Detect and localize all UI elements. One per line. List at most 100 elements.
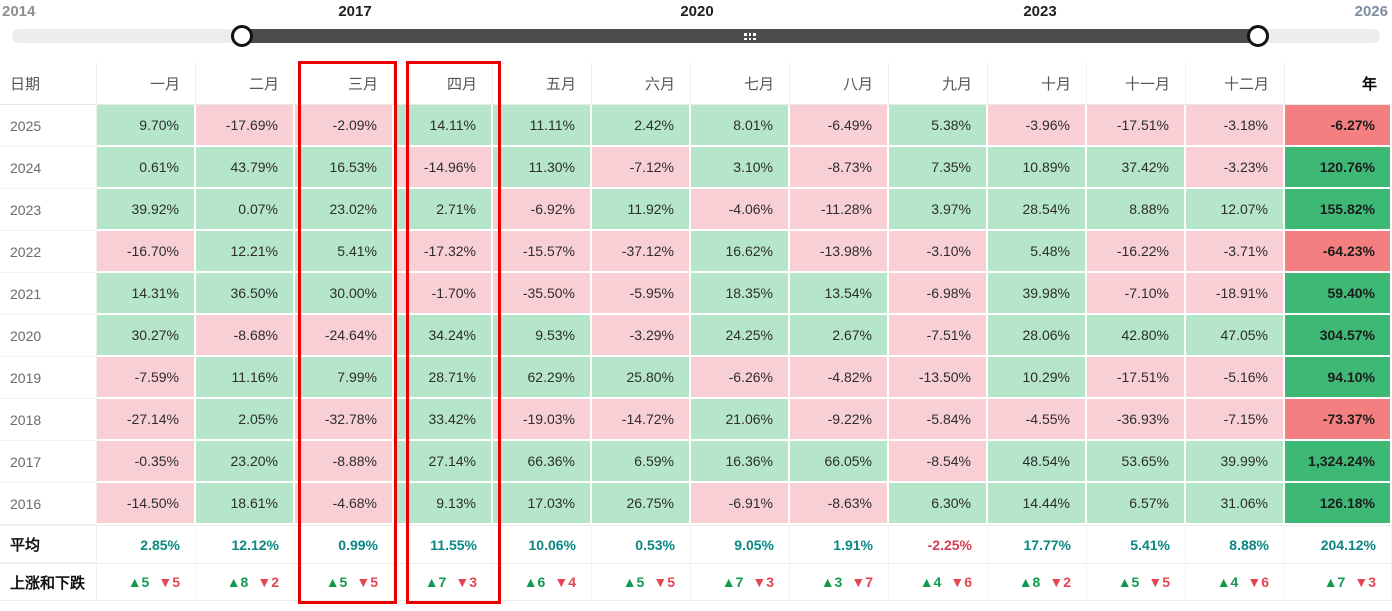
updown-cell-m11-down-arrow: ▼5 (1148, 574, 1170, 590)
cell-2024-m9: 7.35% (889, 147, 988, 189)
updown-cell-m9: ▲4 ▼6 (889, 563, 988, 601)
row-label-2021: 2021 (0, 273, 97, 315)
cell-2022-m5: -15.57% (493, 231, 592, 273)
cell-2019-m3: 7.99% (295, 357, 394, 399)
updown-cell-m10-down-arrow: ▼2 (1049, 574, 1071, 590)
cell-2022-m6: -37.12% (592, 231, 691, 273)
updown-cell-m3-up-arrow: ▲5 (325, 574, 348, 590)
updown-cell-m4-down-arrow: ▼3 (455, 574, 477, 590)
cell-2025-m1: 9.70% (97, 105, 196, 147)
cell-2025-m4: 14.11% (394, 105, 493, 147)
cell-2017-m5: 66.36% (493, 441, 592, 483)
row-label-2020: 2020 (0, 315, 97, 357)
cell-2017-m11: 53.65% (1087, 441, 1186, 483)
cell-2025-m12: -3.18% (1186, 105, 1285, 147)
cell-2023-m3: 23.02% (295, 189, 394, 231)
updown-cell-m2-up-arrow: ▲8 (226, 574, 249, 590)
header-六月: 六月 (592, 63, 691, 105)
cell-2016-m4: 9.13% (394, 483, 493, 525)
cell-2022-m2: 12.21% (196, 231, 295, 273)
updown-cell-m8-down-arrow: ▼7 (851, 574, 873, 590)
updown-cell-m1-up-arrow: ▲5 (127, 574, 150, 590)
average-cell-m1: 2.85% (97, 525, 196, 563)
average-row: 平均 2.85% 12.12% 0.99% 11.55% 10.06% 0.53% 9.05%… (0, 525, 1392, 563)
cell-2025-m3: -2.09% (295, 105, 394, 147)
year-cell-2018: -73.37% (1285, 399, 1392, 441)
cell-2024-m1: 0.61% (97, 147, 196, 189)
updown-cell-m6-down-arrow: ▼5 (653, 574, 675, 590)
cell-2020-m9: -7.51% (889, 315, 988, 357)
timeline-selected-range[interactable] (242, 29, 1258, 43)
cell-2018-m6: -14.72% (592, 399, 691, 441)
cell-2020-m8: 2.67% (790, 315, 889, 357)
average-cell-m6: 0.53% (592, 525, 691, 563)
slider-handle-right[interactable] (1247, 25, 1269, 47)
cell-2023-m10: 28.54% (988, 189, 1087, 231)
timeline-tick-2017: 2017 (338, 3, 372, 20)
updown-year-cell-up-arrow: ▲7 (1323, 574, 1346, 590)
cell-2025-m6: 2.42% (592, 105, 691, 147)
cell-2022-m11: -16.22% (1087, 231, 1186, 273)
cell-2018-m8: -9.22% (790, 399, 889, 441)
cell-2020-m1: 30.27% (97, 315, 196, 357)
updown-cell-m12-up-arrow: ▲4 (1216, 574, 1239, 590)
cell-2021-m3: 30.00% (295, 273, 394, 315)
year-row-2021: 2021 14.31% 36.50% 30.00% -1.70% -35.50% -5.95… (0, 273, 1392, 315)
cell-2025-m9: 5.38% (889, 105, 988, 147)
cell-2024-m11: 37.42% (1087, 147, 1186, 189)
cell-2022-m10: 5.48% (988, 231, 1087, 273)
cell-2016-m2: 18.61% (196, 483, 295, 525)
cell-2019-m7: -6.26% (691, 357, 790, 399)
year-row-2016: 2016 -14.50% 18.61% -4.68% 9.13% 17.03% 26.75%… (0, 483, 1392, 525)
cell-2021-m1: 14.31% (97, 273, 196, 315)
cell-2023-m5: -6.92% (493, 189, 592, 231)
updown-cell-m6: ▲5 ▼5 (592, 563, 691, 601)
updown-cell-m11-up-arrow: ▲5 (1117, 574, 1140, 590)
year-row-2017: 2017 -0.35% 23.20% -8.88% 27.14% 66.36% 6.59% 1… (0, 441, 1392, 483)
year-cell-2016: 126.18% (1285, 483, 1392, 525)
cell-2016-m5: 17.03% (493, 483, 592, 525)
year-row-2025: 2025 9.70% -17.69% -2.09% 14.11% 11.11% 2.42% 8… (0, 105, 1392, 147)
header-date: 日期 (0, 63, 97, 105)
year-row-2023: 2023 39.92% 0.07% 23.02% 2.71% -6.92% 11.92% -4… (0, 189, 1392, 231)
cell-2022-m7: 16.62% (691, 231, 790, 273)
cell-2018-m5: -19.03% (493, 399, 592, 441)
average-cell-m8: 1.91% (790, 525, 889, 563)
cell-2024-m4: -14.96% (394, 147, 493, 189)
cell-2016-m1: -14.50% (97, 483, 196, 525)
cell-2025-m11: -17.51% (1087, 105, 1186, 147)
header-三月: 三月 (295, 63, 394, 105)
cell-2024-m3: 16.53% (295, 147, 394, 189)
year-cell-2024: 120.76% (1285, 147, 1392, 189)
header-一月: 一月 (97, 63, 196, 105)
cell-2023-m12: 12.07% (1186, 189, 1285, 231)
updown-cell-m1-down-arrow: ▼5 (158, 574, 180, 590)
slider-grip-icon[interactable] (744, 33, 756, 40)
updown-cell-m4-up-arrow: ▲7 (424, 574, 447, 590)
cell-2018-m2: 2.05% (196, 399, 295, 441)
row-label-2016: 2016 (0, 483, 97, 525)
year-row-2018: 2018 -27.14% 2.05% -32.78% 33.42% -19.03% -14.… (0, 399, 1392, 441)
updown-cell-m2-down-arrow: ▼2 (257, 574, 279, 590)
row-label-2017: 2017 (0, 441, 97, 483)
updown-year-cell-down-arrow: ▼3 (1354, 574, 1376, 590)
updown-cell-m8: ▲3 ▼7 (790, 563, 889, 601)
year-row-2022: 2022 -16.70% 12.21% 5.41% -17.32% -15.57% -37.… (0, 231, 1392, 273)
cell-2024-m6: -7.12% (592, 147, 691, 189)
table-header-row: 日期 一月 二月 三月 四月 五月 六月 七月 八月 九月 十月 十一月 十二月年 (0, 63, 1392, 105)
updown-cell-m7-up-arrow: ▲7 (721, 574, 744, 590)
cell-2021-m5: -35.50% (493, 273, 592, 315)
average-cell-m7: 9.05% (691, 525, 790, 563)
updown-cell-m10-up-arrow: ▲8 (1018, 574, 1041, 590)
cell-2020-m6: -3.29% (592, 315, 691, 357)
table-body: 2025 9.70% -17.69% -2.09% 14.11% 11.11% 2.42% 8… (0, 105, 1392, 601)
timeline-tick-2020: 2020 (680, 3, 714, 20)
cell-2022-m3: 5.41% (295, 231, 394, 273)
timeline-track[interactable] (12, 29, 1380, 43)
updown-cell-m8-up-arrow: ▲3 (820, 574, 843, 590)
slider-handle-left[interactable] (231, 25, 253, 47)
cell-2023-m11: 8.88% (1087, 189, 1186, 231)
cell-2019-m10: 10.29% (988, 357, 1087, 399)
average-label: 平均 (0, 525, 97, 563)
updown-cell-m9-up-arrow: ▲4 (919, 574, 942, 590)
